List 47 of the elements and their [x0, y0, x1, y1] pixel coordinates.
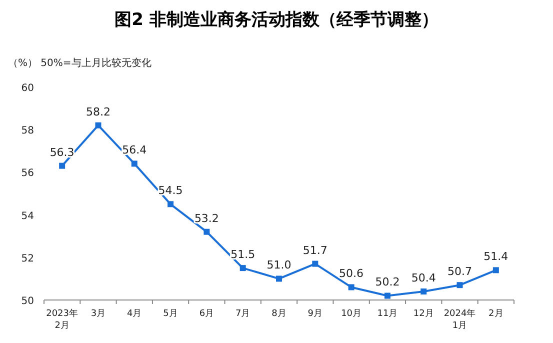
y-tick-label: 60: [21, 83, 34, 94]
point: [168, 201, 174, 208]
y-tick-label: 58: [21, 126, 34, 137]
y-tick-label: 50: [21, 296, 34, 307]
x-tick-label: 5月: [163, 309, 178, 319]
data-label: 54.5: [158, 184, 183, 198]
y-tick-label: 54: [21, 210, 34, 222]
data-label: 51.0: [266, 258, 292, 272]
point: [59, 162, 66, 169]
data-label: 51.4: [484, 250, 508, 264]
data-label: 51.5: [230, 248, 256, 262]
x-tick-label: 2023年 2月: [46, 308, 78, 331]
point: [240, 265, 246, 272]
data-label: 50.7: [448, 265, 472, 278]
x-tick-label: 10月: [341, 309, 362, 319]
point: [456, 282, 463, 288]
point: [420, 288, 427, 294]
x-tick-label: 7月: [235, 309, 250, 319]
text: （%） 50%=与上月比较无变化: [8, 57, 152, 69]
point: [95, 122, 102, 128]
x-tick-label: 9月: [308, 309, 323, 319]
point: [312, 260, 318, 267]
x-tick-label: 3月: [90, 309, 106, 319]
x-tick-label: 2024年 1月: [444, 308, 476, 331]
data-label: 56.4: [122, 144, 147, 157]
x-tick-label: 11月: [377, 309, 398, 319]
x-tick-label: 4月: [127, 309, 142, 319]
data-label: 50.4: [411, 271, 436, 284]
point: [492, 267, 499, 274]
point: [131, 160, 138, 167]
data-label: 56.3: [50, 146, 74, 159]
x-tick-label: 12月: [413, 309, 434, 319]
point: [276, 276, 282, 282]
x-tick-label: 6月: [199, 309, 214, 319]
y-tick-label: 52: [21, 253, 34, 264]
data-label: 50.2: [375, 276, 400, 289]
data-label: 50.6: [339, 267, 364, 280]
data-label: 53.2: [194, 212, 219, 225]
y-tick-label: 56: [21, 168, 34, 180]
data-label: 58.2: [86, 105, 110, 118]
data-label: 51.7: [302, 244, 328, 257]
x-tick-label: 8月: [272, 309, 286, 319]
point: [204, 228, 210, 235]
x-tick-label: 2月: [488, 309, 504, 319]
chart-title: 图2 非制造业商务活动指数（经季节调整）: [114, 10, 438, 30]
point: [348, 284, 354, 290]
point: [384, 292, 390, 299]
